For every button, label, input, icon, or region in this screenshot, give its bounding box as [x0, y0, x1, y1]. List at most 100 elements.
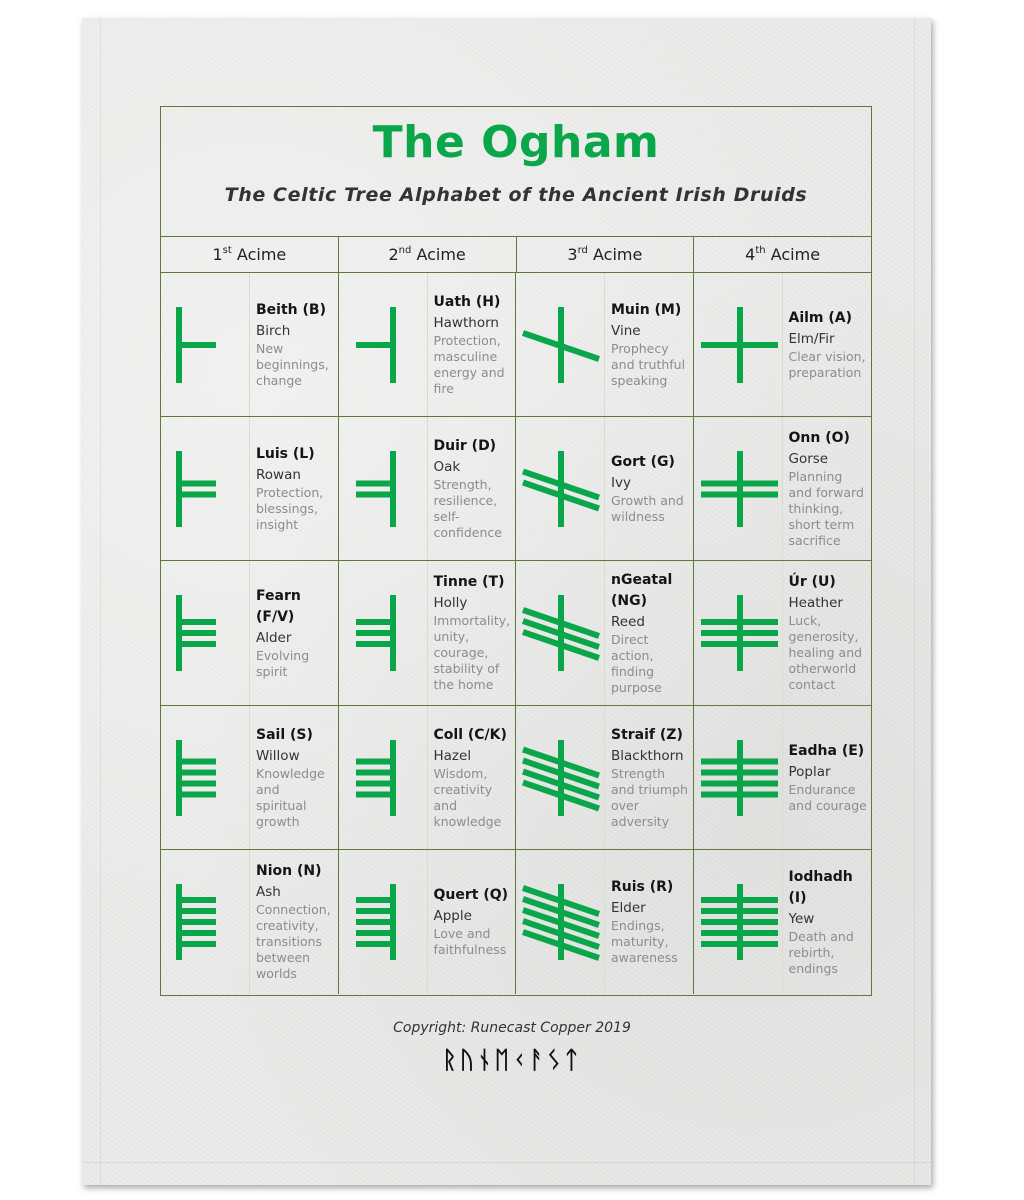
- tree-name: Oak: [433, 459, 461, 476]
- letter-info: Úr (U) Heather Luck, generosity, healing a…: [789, 561, 868, 704]
- letter-info: Sail (S) Willow Knowledge and spiritual gr…: [256, 706, 334, 849]
- letter-name: Muin (M): [611, 302, 682, 319]
- ogham-glyph-icon: [339, 849, 428, 994]
- letter-cell: Úr (U) Heather Luck, generosity, healing a…: [693, 561, 871, 706]
- ogham-glyph-icon: [516, 417, 605, 561]
- letter-info: Muin (M) Vine Prophecy and truthful speaki…: [611, 273, 689, 416]
- ogham-glyph-icon: [161, 705, 250, 849]
- ogham-glyph-icon: [694, 705, 783, 849]
- letter-info: Luis (L) Rowan Protection, blessings, insi…: [256, 417, 334, 560]
- letter-meaning: Connection, creativity, transitions betw…: [256, 902, 331, 982]
- tree-name: Birch: [256, 323, 291, 340]
- letter-name: Coll (C/K): [433, 726, 507, 743]
- tree-name: Reed: [611, 613, 645, 630]
- tree-name: Ivy: [611, 475, 631, 492]
- page-subtitle: The Celtic Tree Alphabet of the Ancient …: [224, 184, 808, 206]
- tree-name: Elm/Fir: [788, 331, 835, 348]
- letter-info: Iodhadh (I) Yew Death and rebirth, endings: [789, 850, 868, 994]
- letter-name: Duir (D): [433, 438, 497, 455]
- ogham-glyph-icon: [516, 561, 605, 705]
- letter-name: Ailm (A): [788, 310, 853, 327]
- letter-meaning: Love and faithfulness: [433, 926, 507, 958]
- letter-cell: Fearn (F/V) Alder Evolving spirit: [161, 561, 339, 706]
- letter-cell: Gort (G) Ivy Growth and wildness: [516, 417, 694, 562]
- letter-cell: nGeatal (NG) Reed Direct action, finding p…: [516, 561, 694, 706]
- letter-name: Tinne (T): [433, 574, 505, 591]
- letter-meaning: Wisdom, creativity and knowledge: [433, 765, 502, 829]
- letter-cell: Onn (O) Gorse Planning and forward thinkin…: [693, 417, 871, 562]
- letter-name: Quert (Q): [433, 887, 509, 904]
- letter-meaning: Growth and wildness: [611, 493, 684, 525]
- tree-name: Blackthorn: [611, 747, 684, 764]
- tree-name: Hazel: [433, 747, 472, 764]
- letter-meaning: New beginnings, change: [256, 341, 329, 389]
- letter-meaning: Endings, maturity, awareness: [611, 918, 678, 966]
- copyright-text: Copyright: Runecast Copper 2019: [393, 1020, 631, 1036]
- column-header-2: 2nd Acime: [339, 237, 517, 272]
- letter-meaning: Death and rebirth, endings: [788, 928, 854, 976]
- letter-name: Nion (N): [256, 863, 322, 880]
- ogham-glyph-icon: [694, 273, 783, 417]
- ogham-glyph-icon: [516, 705, 605, 849]
- letter-cell: Straif (Z) Blackthorn Strength and triumph…: [516, 705, 694, 850]
- letter-cell: Ruis (R) Elder Endings, maturity, awarenes…: [516, 849, 694, 994]
- letter-info: Coll (C/K) Hazel Wisdom, creativity and kn…: [434, 706, 512, 849]
- title-block: The Ogham The Celtic Tree Alphabet of th…: [161, 107, 871, 236]
- ogham-glyph-icon: [161, 561, 250, 705]
- tree-name: Yew: [788, 910, 815, 927]
- letter-info: Nion (N) Ash Connection, creativity, trans…: [256, 850, 334, 994]
- tree-name: Poplar: [788, 763, 831, 780]
- tree-name: Alder: [256, 629, 292, 646]
- tree-name: Apple: [433, 908, 472, 925]
- letter-meaning: Protection, masculine energy and fire: [433, 333, 505, 397]
- tree-name: Vine: [611, 323, 641, 340]
- letter-info: Fearn (F/V) Alder Evolving spirit: [256, 561, 334, 704]
- letter-meaning: Strength and triumph over adversity: [611, 765, 688, 829]
- ogham-grid: Beith (B) Birch New beginnings, change Uath…: [161, 273, 871, 994]
- tree-name: Gorse: [788, 451, 829, 468]
- letter-cell: Quert (Q) Apple Love and faithfulness: [339, 849, 516, 994]
- letter-cell: Coll (C/K) Hazel Wisdom, creativity and kn…: [338, 705, 516, 850]
- tree-name: Elder: [611, 900, 646, 917]
- ogham-glyph-icon: [516, 849, 605, 994]
- acime-header-row: 1st Acime 2nd Acime 3rd Acime 4th Acime: [161, 236, 871, 273]
- letter-cell: Sail (S) Willow Knowledge and spiritual gr…: [161, 705, 339, 850]
- letter-info: Quert (Q) Apple Love and faithfulness: [434, 850, 512, 994]
- towel-hem-bottom: [82, 1162, 931, 1163]
- ogham-glyph-icon: [339, 417, 428, 561]
- ogham-glyph-icon: [339, 273, 428, 417]
- tree-name: Ash: [256, 884, 281, 901]
- letter-name: Ruis (R): [611, 879, 674, 896]
- letter-name: Luis (L): [256, 446, 315, 463]
- letter-info: Onn (O) Gorse Planning and forward thinkin…: [789, 417, 868, 560]
- tree-name: Rowan: [256, 467, 301, 484]
- ogham-glyph-icon: [694, 417, 783, 561]
- letter-cell: Ailm (A) Elm/Fir Clear vision, preparation: [693, 273, 871, 418]
- column-header-4: 4th Acime: [745, 245, 821, 264]
- tree-name: Holly: [433, 595, 468, 612]
- letter-name: Fearn (F/V): [256, 587, 301, 625]
- letter-info: Eadha (E) Poplar Endurance and courage: [789, 706, 868, 849]
- letter-info: Duir (D) Oak Strength, resilience, self-co…: [434, 417, 512, 560]
- letter-cell: Beith (B) Birch New beginnings, change: [161, 273, 339, 418]
- letter-name: Beith (B): [256, 302, 326, 319]
- letter-meaning: Prophecy and truthful speaking: [611, 341, 686, 389]
- letter-meaning: Evolving spirit: [256, 647, 310, 679]
- letter-info: Beith (B) Birch New beginnings, change: [256, 273, 334, 416]
- letter-name: nGeatal (NG): [611, 571, 673, 609]
- tree-name: Heather: [788, 595, 843, 612]
- ogham-glyph-icon: [161, 849, 250, 994]
- letter-name: Úr (U): [788, 574, 836, 591]
- page-title: The Ogham: [372, 117, 660, 168]
- column-header-1: 1st Acime: [161, 237, 339, 272]
- ogham-chart: The Ogham The Celtic Tree Alphabet of th…: [160, 106, 872, 996]
- letter-meaning: Knowledge and spiritual growth: [256, 765, 325, 829]
- letter-meaning: Endurance and courage: [788, 781, 867, 813]
- letter-cell: Luis (L) Rowan Protection, blessings, insi…: [161, 417, 339, 562]
- letter-info: Gort (G) Ivy Growth and wildness: [611, 417, 689, 560]
- tree-name: Willow: [256, 747, 300, 764]
- column-header-3: 3rd Acime: [517, 237, 695, 272]
- letter-meaning: Protection, blessings, insight: [256, 485, 324, 533]
- letter-name: Gort (G): [611, 454, 675, 471]
- tea-towel: [82, 18, 931, 1185]
